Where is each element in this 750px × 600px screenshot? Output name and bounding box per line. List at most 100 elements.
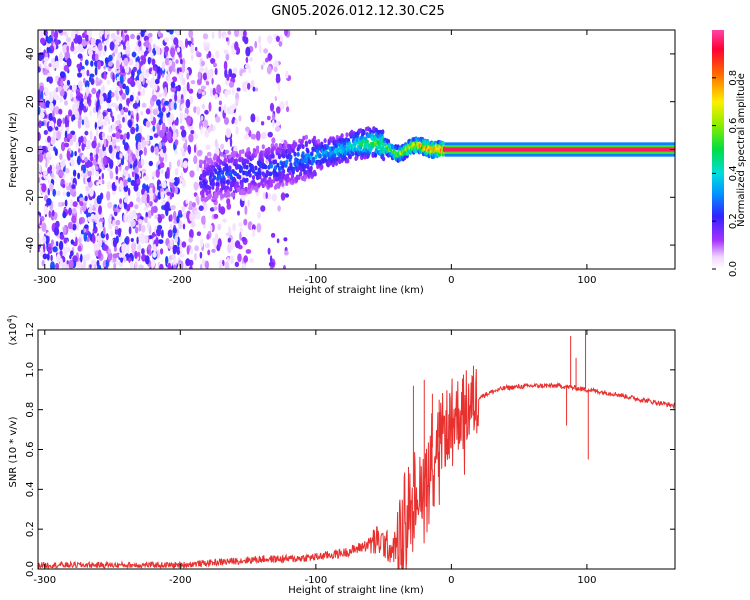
- spectrogram-noise-cell: [200, 85, 206, 90]
- spectrogram-noise-cell: [123, 30, 128, 34]
- snr-x-tick-label: 0: [448, 575, 454, 586]
- spectrogram-noise-cell: [129, 164, 133, 169]
- spectrogram-noise-cell: [83, 105, 87, 113]
- spectrogram-noise-cell: [272, 119, 275, 129]
- spectrogram-noise-cell: [153, 66, 157, 72]
- spectrogram-noise-cell: [229, 255, 235, 264]
- colorbar-gradient: [712, 30, 724, 269]
- spectrogram-noise-cell: [115, 175, 119, 180]
- spectrogram-noise-cell: [162, 114, 165, 124]
- snr-y-tick-label: 0.0: [25, 561, 36, 577]
- spectrogram-noise-cell: [38, 89, 41, 99]
- spectrogram-noise-cell: [243, 134, 250, 140]
- spectrogram-noise-cell: [188, 237, 193, 243]
- spectrogram-noise-cell: [53, 30, 59, 40]
- spectrogram-noise-cell: [104, 30, 110, 36]
- spectrogram-noise-cell: [276, 238, 280, 244]
- spectrogram-noise-cell: [63, 237, 68, 244]
- spectrogram-noise-cell: [148, 160, 153, 167]
- spectrogram-noise-cell: [111, 133, 117, 138]
- spectrogram-ridge-cell: [338, 159, 342, 165]
- spectrogram-ridge-cell: [264, 164, 268, 170]
- spectrogram-noise-cell: [103, 72, 107, 80]
- spectrogram-noise-cell: [212, 238, 218, 246]
- spectrogram-y-tick-label: 0: [25, 146, 36, 152]
- spectrogram-noise-cell: [60, 160, 66, 168]
- spectrogram-noise-cell: [172, 131, 177, 142]
- spectrogram-noise-cell: [226, 198, 231, 205]
- spectrogram-noise-cell: [152, 125, 156, 132]
- spectrogram-noise-cell: [92, 234, 96, 242]
- spectrogram-noise-cell: [198, 205, 204, 211]
- spectrogram-noise-cell: [193, 155, 198, 165]
- snr-frame: [37, 329, 676, 570]
- spectrogram-noise-cell: [64, 199, 68, 207]
- spectrogram-noise-cell: [79, 135, 84, 143]
- spectrogram-noise-cell: [167, 229, 173, 238]
- spectrogram-noise-cell: [224, 90, 228, 98]
- spectrogram-noise-cell: [93, 243, 99, 250]
- spectrogram-ridge-cell: [261, 183, 265, 189]
- spectrogram-ridge-cell: [423, 139, 427, 145]
- spectrogram-noise-cell: [114, 40, 120, 46]
- spectrogram-ridge-cell: [235, 153, 239, 158]
- spectrogram-ridge-cell: [327, 140, 331, 146]
- spectrogram-noise-cell: [94, 263, 97, 269]
- spectrogram-noise-cell: [137, 141, 141, 152]
- spectrogram-noise-cell: [38, 66, 41, 73]
- spectrogram-noise-cell: [176, 246, 181, 256]
- spectrogram-noise-cell: [185, 98, 191, 109]
- spectrogram-ridge-cell: [234, 171, 238, 177]
- spectrogram-noise-cell: [107, 119, 111, 125]
- spectrogram-noise-cell: [197, 71, 201, 80]
- spectrogram-noise-cell: [181, 63, 186, 74]
- spectrogram-noise-cell: [116, 160, 120, 166]
- spectrogram-noise-cell: [54, 213, 57, 221]
- spectrogram-noise-cell: [193, 106, 197, 113]
- spectrogram-ridge-cell: [310, 151, 314, 157]
- spectrogram-noise-cell: [124, 107, 129, 113]
- spectrogram-noise-cell: [47, 179, 51, 184]
- spectrogram-ridge-cell: [296, 166, 300, 171]
- spectrogram-noise-cell: [66, 150, 71, 160]
- spectrogram-noise-cell: [103, 266, 108, 269]
- spectrogram-noise-cell: [55, 87, 59, 93]
- spectrogram-noise-cell: [140, 65, 145, 73]
- spectrogram-noise-cell: [104, 44, 107, 52]
- spectrogram-noise-cell: [106, 191, 111, 201]
- spectrogram-noise-cell: [72, 133, 77, 143]
- colorbar-tick-label: 0.0: [728, 261, 739, 277]
- spectrogram-noise-cell: [81, 119, 85, 126]
- snr-x-ticks: -300 -200 -100 0 100: [33, 330, 596, 586]
- spectrogram-noise-cell: [56, 253, 61, 263]
- spectrogram-noise-cell: [57, 30, 63, 34]
- spectrogram-noise-cell: [112, 238, 118, 248]
- spectrogram-noise-cell: [217, 223, 222, 231]
- spectrogram-ridge-cell: [216, 155, 221, 161]
- spectrogram-noise-cell: [141, 194, 147, 204]
- spectrogram-ridge-cell: [294, 142, 298, 147]
- spectrogram-noise-cell: [119, 180, 124, 190]
- snr-y-tick-label: 1.2: [25, 322, 36, 338]
- spectrogram-noise-cell: [178, 53, 182, 58]
- spectrogram-ridge-cell: [345, 132, 349, 138]
- spectrogram-noise-cell: [160, 191, 165, 200]
- spectrogram-noise-cell: [283, 237, 288, 242]
- spectrogram-noise-cell: [114, 225, 119, 230]
- spectrogram-noise-cell: [69, 188, 74, 196]
- spectrogram-noise-cell: [66, 45, 69, 53]
- spectrogram-noise-cell: [52, 111, 55, 118]
- spectrogram-noise-cell: [188, 88, 194, 94]
- spectrogram-noise-cell: [97, 60, 101, 70]
- spectrogram-noise-cell: [243, 30, 247, 38]
- spectrogram-noise-cell: [119, 153, 123, 159]
- spectrogram-noise-cell: [53, 94, 60, 101]
- spectrogram-noise-cell: [179, 112, 184, 119]
- spectrogram-ridge-cell: [287, 166, 291, 172]
- spectrogram-ridge-cell: [299, 167, 304, 173]
- snr-y-tick-label: 0.8: [25, 402, 36, 418]
- spectrogram-noise-cell: [88, 195, 93, 201]
- spectrogram-noise-cell: [48, 48, 52, 54]
- spectrogram-noise-cell: [47, 125, 53, 132]
- spectrogram-noise-cell: [145, 211, 148, 218]
